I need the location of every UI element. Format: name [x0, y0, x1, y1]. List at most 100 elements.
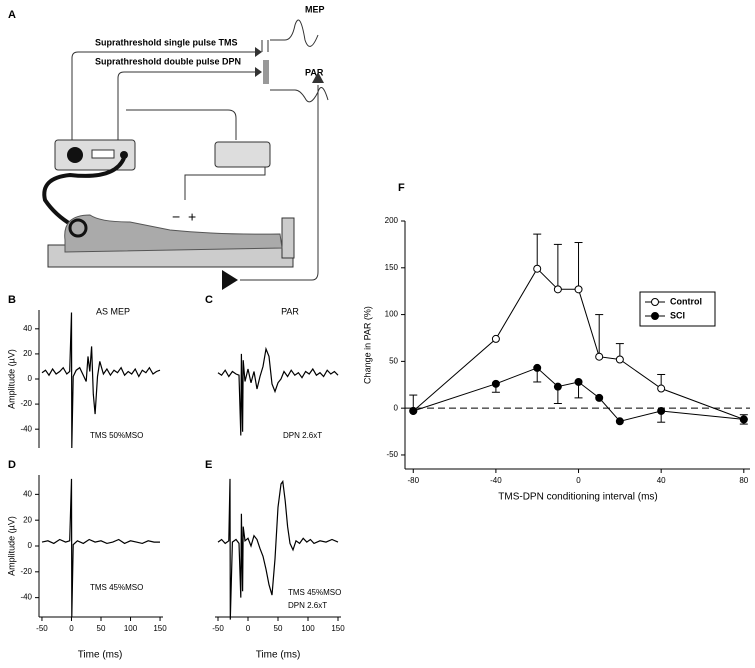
y-tick-label: 150	[385, 263, 399, 272]
marker	[574, 285, 583, 294]
marker	[595, 352, 604, 361]
annotation: DPN 2.6xT	[288, 601, 327, 610]
marker	[491, 379, 500, 388]
x-axis-label: TMS-DPN conditioning interval (ms)	[498, 492, 658, 503]
annotation: TMS 50%MSO	[90, 431, 143, 440]
marker	[739, 415, 748, 424]
panel-label: F	[398, 182, 405, 194]
patient	[64, 214, 283, 253]
panel-label: E	[205, 459, 212, 471]
x-tick-label: 0	[69, 624, 74, 633]
x-tick-label: 50	[97, 624, 106, 633]
y-tick-label: 20	[23, 515, 32, 524]
coil-cable	[42, 157, 126, 227]
panel-label: C	[205, 294, 213, 306]
panel-title: AS MEP	[96, 306, 130, 316]
marker	[409, 406, 418, 415]
x-axis-label: Time (ms)	[78, 650, 123, 661]
trace	[217, 478, 339, 620]
x-tick-label: 100	[301, 624, 315, 633]
y-tick-label: 100	[385, 310, 399, 319]
marker	[615, 417, 624, 426]
coil	[68, 218, 88, 238]
dpn-wire	[117, 71, 260, 140]
marker	[574, 377, 583, 386]
tms-knob	[67, 147, 83, 163]
x-tick-label: -50	[212, 624, 224, 633]
y-tick-label: 200	[385, 216, 399, 225]
mep-wave	[270, 19, 319, 47]
mep-label: MEP	[305, 4, 325, 14]
annotation: DPN 2.6xT	[283, 431, 322, 440]
legend-label: SCI	[670, 310, 685, 320]
x-tick-label: 150	[153, 624, 167, 633]
panel-a: A MEP PAR Suprathreshold single pulse TM…	[8, 4, 329, 290]
bed-foot	[281, 217, 295, 259]
marker	[553, 285, 562, 294]
stim-wire	[126, 109, 237, 140]
y-axis-label: Amplitude (µV)	[6, 349, 16, 409]
y-tick-label: -50	[386, 450, 398, 459]
marker	[491, 334, 500, 343]
x-tick-label: -50	[36, 624, 48, 633]
y-tick-label: -20	[20, 399, 32, 408]
dpn-label: Suprathreshold double pulse DPN	[95, 56, 241, 66]
x-tick-label: 0	[246, 624, 251, 633]
par-wave	[270, 87, 329, 103]
tms-display	[91, 149, 115, 159]
plus-sign: +	[188, 209, 196, 225]
panel-label: B	[8, 294, 16, 306]
y-tick-label: -40	[20, 593, 32, 602]
arrowhead	[255, 67, 262, 77]
y-tick-label: 20	[23, 349, 32, 358]
x-tick-label: 50	[274, 624, 283, 633]
stim-artifacts	[261, 40, 269, 84]
annotation: TMS 45%MSO	[288, 588, 341, 597]
par-label: PAR	[305, 67, 324, 77]
tms-wire	[71, 51, 260, 140]
x-tick-label: 80	[739, 476, 748, 485]
y-tick-label: 0	[28, 541, 33, 550]
panel-label: A	[8, 9, 16, 21]
y-axis-label: Change in PAR (%)	[362, 306, 372, 384]
x-tick-label: 150	[331, 624, 345, 633]
marker	[657, 384, 666, 393]
electrode-triangle	[222, 270, 238, 290]
x-tick-label: 0	[576, 476, 581, 485]
marker	[657, 406, 666, 415]
y-tick-label: 0	[28, 374, 33, 383]
x-tick-label: 40	[657, 476, 666, 485]
legend-marker	[651, 298, 659, 306]
y-tick-label: -40	[20, 424, 32, 433]
tms-port	[120, 151, 128, 159]
x-axis-label: Time (ms)	[256, 650, 301, 661]
legend-box	[639, 291, 716, 327]
legend-marker	[651, 312, 659, 320]
record-wire	[240, 85, 319, 281]
dpn-stimulator	[214, 141, 271, 168]
y-axis-label: Amplitude (µV)	[6, 516, 16, 576]
y-tick-label: 0	[394, 403, 399, 412]
minus-sign: −	[172, 209, 180, 225]
legend-label: Control	[670, 296, 702, 306]
arrowhead	[312, 72, 324, 83]
marker	[533, 264, 542, 273]
marker	[553, 382, 562, 391]
trace	[41, 478, 160, 618]
y-tick-label: 50	[389, 356, 398, 365]
y-tick-label: 40	[23, 489, 32, 498]
annotation: TMS 45%MSO	[90, 583, 143, 592]
x-tick-label: 100	[124, 624, 138, 633]
x-tick-label: -80	[407, 476, 419, 485]
marker	[615, 355, 624, 364]
arrowhead	[255, 47, 262, 57]
x-tick-label: -40	[490, 476, 502, 485]
y-tick-label: -20	[20, 567, 32, 576]
trace	[217, 346, 339, 436]
panel-title: PAR	[281, 306, 299, 316]
panel-label: D	[8, 459, 16, 471]
marker	[595, 393, 604, 402]
tms-label: Suprathreshold single pulse TMS	[95, 37, 238, 47]
marker	[533, 363, 542, 372]
